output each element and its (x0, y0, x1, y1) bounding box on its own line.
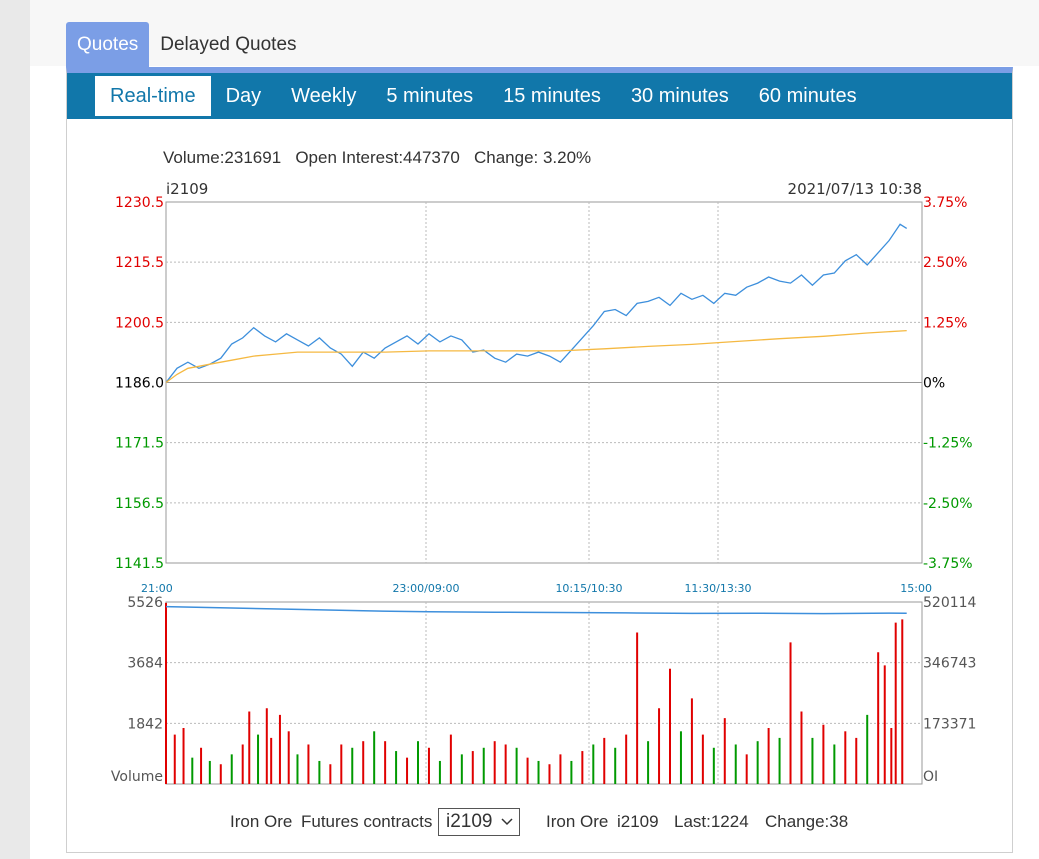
top-strip (30, 0, 1039, 66)
contract-bar: Iron Ore Futures contracts i2109 Iron Or… (67, 806, 1012, 838)
tab-real-time[interactable]: Real-time (95, 76, 211, 116)
stat-open-interest: Open Interest:447370 (295, 148, 460, 167)
symbol-label: i2109 (166, 180, 208, 198)
volume-tick-label: 1842 (127, 716, 163, 732)
time-tick-label: 21:00 (141, 582, 173, 595)
tab-weekly[interactable]: Weekly (291, 85, 357, 107)
oi-tick-label: 173371 (923, 716, 976, 732)
time-tick-label: 15:00 (900, 582, 932, 595)
price-tick-label: 1186.0 (115, 376, 164, 392)
period-tab-bar: Real-time Day Weekly 5 minutes 15 minute… (67, 73, 1012, 119)
pct-tick-label: 3.75% (923, 195, 967, 211)
pct-tick-label: 2.50% (923, 255, 967, 271)
pct-tick-label: 1.25% (923, 315, 967, 331)
price-tick-label: 1156.5 (115, 496, 164, 512)
volume-tick-label: 5526 (127, 595, 163, 611)
tab-60-minutes[interactable]: 60 minutes (758, 85, 857, 107)
futures-contracts-label: Futures contracts (301, 812, 433, 831)
price-tick-label: 1171.5 (115, 436, 164, 452)
price-tick-label: 1141.5 (115, 556, 164, 572)
commodity-label: Iron Ore (230, 812, 293, 831)
volume-tick-label: 3684 (127, 656, 163, 672)
chevron-down-icon (500, 809, 514, 843)
tab-day[interactable]: Day (225, 85, 262, 107)
tab-quotes[interactable]: Quotes (66, 22, 150, 67)
tab-15-minutes[interactable]: 15 minutes (503, 85, 601, 107)
contract-select[interactable]: i2109 (438, 808, 520, 836)
average-price-line (165, 329, 907, 384)
stats-line: Volume:231691 Open Interest:447370 Chang… (163, 148, 591, 168)
volume-axis-label: Volume (111, 769, 163, 785)
pct-tick-label: 0% (923, 376, 945, 392)
time-tick-label: 23:00/09:00 (392, 582, 459, 595)
stat-volume: Volume:231691 (163, 148, 282, 167)
left-rail (0, 0, 30, 859)
time-tick-label: 11:30/13:30 (684, 582, 751, 595)
info-last: Last:1224 (674, 812, 749, 831)
pct-tick-label: -2.50% (923, 496, 973, 512)
stat-change: Change: 3.20% (473, 148, 592, 167)
oi-axis-label: OI (923, 769, 938, 785)
price-tick-label: 1215.5 (115, 255, 164, 271)
price-tick-label: 1200.5 (115, 315, 164, 331)
price-line (165, 223, 908, 383)
open-interest-line (165, 605, 907, 615)
info-contract: i2109 (617, 812, 659, 831)
oi-tick-label: 346743 (923, 656, 976, 672)
tab-delayed-quotes[interactable]: Delayed Quotes (160, 34, 297, 55)
time-tick-label: 10:15/10:30 (555, 582, 622, 595)
contract-select-value: i2109 (446, 811, 493, 832)
timestamp-label: 2021/07/13 10:38 (788, 180, 922, 198)
info-commodity: Iron Ore (546, 812, 609, 831)
oi-tick-label: 520114 (923, 595, 977, 611)
pct-tick-label: -1.25% (923, 436, 973, 452)
pct-tick-label: -3.75% (923, 556, 973, 572)
outer-tab-bar: Quotes Delayed Quotes (66, 22, 308, 67)
tab-30-minutes[interactable]: 30 minutes (630, 85, 729, 107)
price-tick-label: 1230.5 (115, 195, 164, 211)
quote-panel: Real-time Day Weekly 5 minutes 15 minute… (66, 67, 1013, 853)
tab-5-minutes[interactable]: 5 minutes (386, 85, 474, 107)
info-change: Change:38 (765, 812, 849, 831)
intraday-chart: i2109 2021/07/13 10:38 1230.5 1215.5 1200.5 1… (111, 180, 977, 785)
